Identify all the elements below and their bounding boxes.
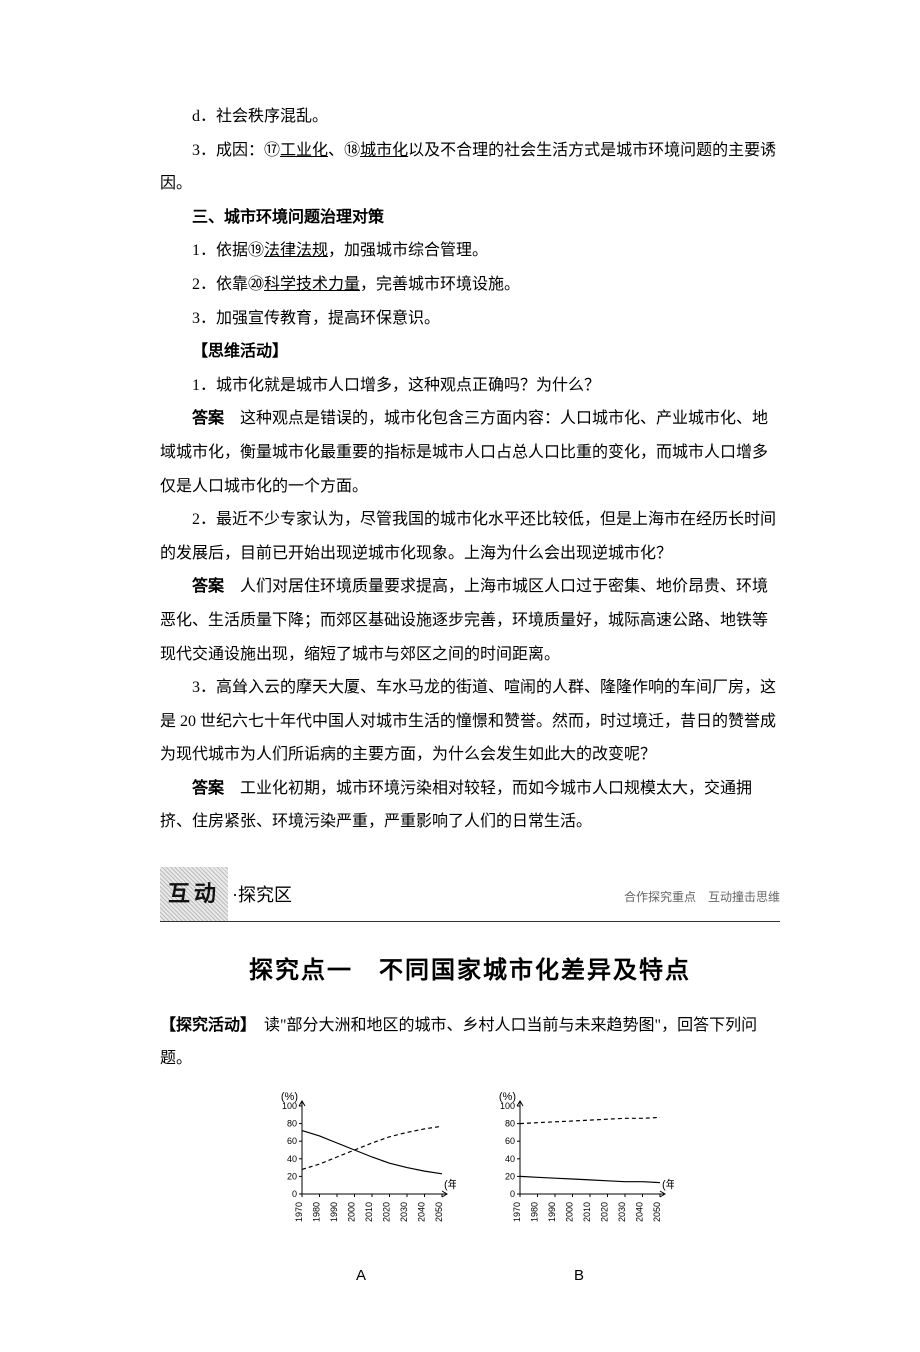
chart-a-caption: A — [266, 1260, 456, 1292]
answer-1: 答案 这种观点是错误的，城市化包含三方面内容：人口城市化、产业城市化、地域城市化… — [160, 402, 780, 503]
svg-text:0: 0 — [510, 1189, 515, 1199]
svg-text:2040: 2040 — [635, 1202, 645, 1222]
svg-text:2010: 2010 — [364, 1202, 374, 1222]
svg-text:2030: 2030 — [617, 1202, 627, 1222]
heading-section-3: 三、城市环境问题治理对策 — [160, 201, 780, 235]
section3-item-2: 2．依靠⑳科学技术力量，完善城市环境设施。 — [160, 268, 780, 302]
question-3: 3．高耸入云的摩天大厦、车水马龙的街道、喧闹的人群、隆隆作响的车间厂房，这是 2… — [160, 671, 780, 772]
svg-text:2020: 2020 — [600, 1202, 610, 1222]
question-1: 1．城市化就是城市人口增多，这种观点正确吗？为什么？ — [160, 369, 780, 403]
chart-b-wrap: (%)0204060801001970198019902000201020202… — [484, 1086, 674, 1292]
svg-text:60: 60 — [287, 1136, 297, 1146]
svg-text:2050: 2050 — [434, 1202, 444, 1222]
answer-2: 答案 人们对居住环境质量要求提高，上海市城区人口过于密集、地价昂贵、环境恶化、生… — [160, 570, 780, 671]
text-suffix: ，完善城市环境设施。 — [360, 276, 520, 293]
answer-3-text: 工业化初期，城市环境污染相对较轻，而如今城市人口规模太大，交通拥挤、住房紧张、环… — [160, 780, 752, 831]
svg-text:2020: 2020 — [382, 1202, 392, 1222]
svg-text:80: 80 — [505, 1118, 515, 1128]
svg-text:0: 0 — [292, 1189, 297, 1199]
svg-text:80: 80 — [287, 1118, 297, 1128]
section-bar-left: 互动 ·探究区 — [160, 867, 292, 921]
svg-text:20: 20 — [505, 1171, 515, 1181]
charts-row: (%)0204060801001970198019902000201020202… — [160, 1086, 780, 1292]
svg-text:60: 60 — [505, 1136, 515, 1146]
section3-item-1: 1．依据⑲法律法规，加强城市综合管理。 — [160, 234, 780, 268]
blank-num-18: ⑱ — [344, 142, 360, 159]
text-prefix: 1．依据 — [192, 242, 248, 259]
chart-a: (%)0204060801001970198019902000201020202… — [266, 1086, 456, 1246]
svg-text:100: 100 — [282, 1101, 297, 1111]
chart-b-caption: B — [484, 1260, 674, 1292]
svg-text:1990: 1990 — [547, 1202, 557, 1222]
section-bar-sub: ·探究区 — [232, 877, 292, 915]
blank-num-17: ⑰ — [264, 142, 280, 159]
blank-num-19: ⑲ — [248, 242, 264, 259]
explore-activity-line: 【探究活动】 读"部分大洲和地区的城市、乡村人口当前与未来趋势图"，回答下列问题… — [160, 1009, 780, 1076]
text-sep: 、 — [328, 142, 344, 159]
answer-label: 答案 — [192, 578, 224, 595]
answer-3: 答案 工业化初期，城市环境污染相对较轻，而如今城市人口规模太大，交通拥挤、住房紧… — [160, 772, 780, 839]
chart-a-wrap: (%)0204060801001970198019902000201020202… — [266, 1086, 456, 1292]
svg-text:2040: 2040 — [417, 1202, 427, 1222]
svg-text:2000: 2000 — [347, 1202, 357, 1222]
list-item-cause: 3．成因：⑰工业化、⑱城市化以及不合理的社会生活方式是城市环境问题的主要诱因。 — [160, 134, 780, 201]
svg-text:40: 40 — [287, 1154, 297, 1164]
chart-b: (%)0204060801001970198019902000201020202… — [484, 1086, 674, 1246]
blank-fill-20: 科学技术力量 — [264, 276, 360, 293]
heading-thinking: 【思维活动】 — [160, 335, 780, 369]
answer-2-text: 人们对居住环境质量要求提高，上海市城区人口过于密集、地价昂贵、环境恶化、生活质量… — [160, 578, 768, 662]
svg-text:1980: 1980 — [312, 1202, 322, 1222]
text-suffix: ，加强城市综合管理。 — [328, 242, 488, 259]
svg-text:20: 20 — [287, 1171, 297, 1181]
question-2: 2．最近不少专家认为，尽管我国的城市化水平还比较低，但是上海市在经历长时间的发展… — [160, 503, 780, 570]
blank-fill-18: 城市化 — [360, 142, 408, 159]
svg-text:1970: 1970 — [294, 1202, 304, 1222]
blank-num-20: ⑳ — [248, 276, 264, 293]
answer-label: 答案 — [192, 780, 224, 797]
blank-fill-17: 工业化 — [280, 142, 328, 159]
section-bar-main: 互动 — [160, 867, 228, 921]
section-bar-note: 合作探究重点 互动撞击思维 — [624, 885, 780, 914]
explore-activity-text: 读"部分大洲和地区的城市、乡村人口当前与未来趋势图"，回答下列问题。 — [160, 1017, 757, 1068]
svg-text:2010: 2010 — [582, 1202, 592, 1222]
svg-text:100: 100 — [500, 1101, 515, 1111]
svg-text:1980: 1980 — [530, 1202, 540, 1222]
svg-text:(年): (年) — [662, 1177, 674, 1191]
blank-fill-19: 法律法规 — [264, 242, 328, 259]
svg-text:(年): (年) — [444, 1177, 456, 1191]
svg-text:2050: 2050 — [652, 1202, 662, 1222]
section3-item-3: 3．加强宣传教育，提高环保意识。 — [160, 302, 780, 336]
svg-text:1970: 1970 — [512, 1202, 522, 1222]
text-prefix: 2．依靠 — [192, 276, 248, 293]
svg-text:40: 40 — [505, 1154, 515, 1164]
answer-1-text: 这种观点是错误的，城市化包含三方面内容：人口城市化、产业城市化、地域城市化，衡量… — [160, 410, 768, 494]
svg-text:2030: 2030 — [399, 1202, 409, 1222]
section-bar-interaction: 互动 ·探究区 合作探究重点 互动撞击思维 — [160, 867, 780, 922]
answer-label: 答案 — [192, 410, 224, 427]
text-prefix: 3．成因： — [192, 142, 264, 159]
explore-activity-label: 【探究活动】 — [160, 1017, 248, 1034]
list-item-d: d．社会秩序混乱。 — [160, 100, 780, 134]
heading-explore-1: 探究点一 不同国家城市化差异及特点 — [160, 946, 780, 996]
svg-text:2000: 2000 — [565, 1202, 575, 1222]
svg-text:1990: 1990 — [329, 1202, 339, 1222]
